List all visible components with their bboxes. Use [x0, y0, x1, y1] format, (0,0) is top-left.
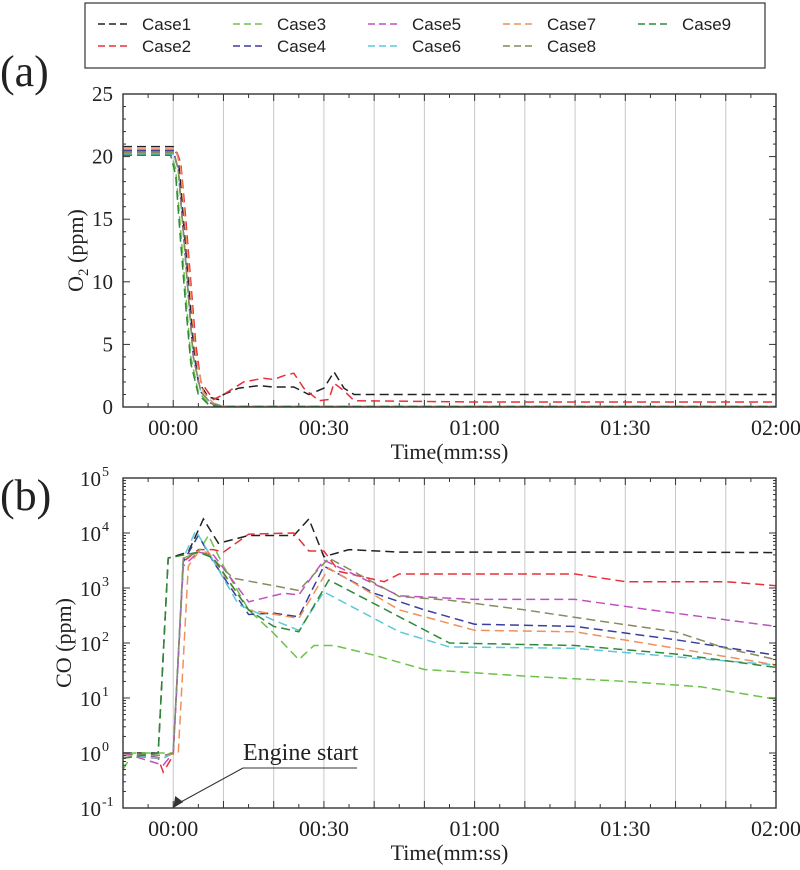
y-tick-label: 10	[80, 467, 101, 491]
legend-label-case5: Case5	[412, 15, 461, 34]
y-tick-label: 25	[92, 82, 113, 106]
x-tick-label: 01:30	[600, 816, 650, 841]
y-axis-title-unit: (ppm)	[63, 209, 88, 268]
x-tick-label: 00:00	[148, 816, 198, 841]
legend-label-case4: Case4	[277, 37, 326, 56]
series-line-case1	[123, 145, 776, 401]
legend-label-case9: Case9	[682, 15, 731, 34]
x-tick-label: 02:00	[751, 415, 800, 440]
series-line-case4	[123, 149, 776, 408]
y-tick-base: 10	[80, 632, 101, 656]
series-line-case8	[123, 152, 776, 408]
legend-label-case6: Case6	[412, 37, 461, 56]
series-line-case2	[122, 532, 777, 774]
y-tick-label: 10	[80, 632, 101, 656]
x-tick-label: 01:30	[600, 415, 650, 440]
y-tick-exponent: 5	[102, 465, 109, 480]
y-axis-title-main: O	[63, 276, 88, 292]
series-line-case4	[122, 533, 777, 760]
series-line-case2	[123, 148, 776, 403]
y-tick-base: 10	[80, 742, 101, 766]
legend-box	[84, 2, 766, 69]
series-line-case9	[122, 551, 777, 760]
annotation-arrowhead	[173, 796, 184, 808]
y-tick-exponent: 2	[102, 630, 109, 645]
legend-label-case2: Case2	[142, 37, 191, 56]
x-tick-label: 02:00	[751, 816, 800, 841]
y-tick-label: 10	[92, 270, 113, 294]
y-tick-base: 10	[80, 467, 101, 491]
y-axis-title: CO (ppm)	[51, 598, 76, 688]
y-tick-base: 10	[80, 577, 101, 601]
panel-a-o2-chart: (a) 00:00 00:30 01:00 01:30 02:00 Time(mm:ss) 0…	[0, 47, 800, 464]
plot-frame	[122, 93, 777, 408]
panel-label: (a)	[0, 47, 49, 96]
annotation-leader-line	[176, 767, 244, 805]
series-line-case6	[123, 153, 776, 408]
y-axis-title-sub: 2	[76, 268, 92, 276]
legend-label-case3: Case3	[277, 15, 326, 34]
x-tick-label: 00:30	[299, 415, 349, 440]
y-tick-exponent: 1	[102, 685, 109, 700]
panel-b-co-chart: (b) 00:00 00:30 01:00 01:30 02:00 Time(mm:ss) 1…	[0, 465, 800, 865]
y-axis-title: O2 (ppm)	[63, 209, 92, 292]
y-tick-label: 0	[103, 395, 114, 419]
y-tick-label: 15	[92, 207, 113, 231]
series-line-case3	[123, 152, 776, 408]
series-line-case1	[123, 517, 777, 754]
series-line-case5	[123, 150, 776, 408]
x-tick-label: 00:00	[148, 415, 198, 440]
y-tick-label: 20	[92, 145, 113, 169]
x-tick-label: 00:30	[299, 816, 349, 841]
y-tick-base: 10	[80, 797, 101, 821]
legend: Case1 Case2 Case3 Case4 Case5 Case6 Case7 Case8…	[84, 2, 766, 69]
series-line-case7	[123, 551, 777, 757]
legend-label-case7: Case7	[547, 15, 596, 34]
y-tick-label: 10	[80, 797, 101, 821]
x-axis-title: Time(mm:ss)	[391, 840, 509, 865]
series-line-case3	[122, 533, 777, 770]
y-tick-label: 10	[80, 742, 101, 766]
panel-label: (b)	[0, 471, 51, 520]
y-tick-label: 10	[80, 577, 101, 601]
y-tick-base: 10	[80, 687, 101, 711]
y-tick-exponent: 4	[102, 520, 109, 535]
series-line-case6	[122, 529, 777, 760]
annotation-engine-start: Engine start	[243, 740, 359, 766]
series-line-case9	[123, 154, 776, 408]
y-tick-base: 10	[80, 522, 101, 546]
series-line-case5	[122, 551, 777, 767]
y-tick-exponent: 0	[102, 740, 109, 755]
legend-label-case1: Case1	[142, 15, 191, 34]
y-tick-exponent: 3	[102, 575, 109, 590]
x-tick-label: 01:00	[450, 415, 500, 440]
x-tick-label: 01:00	[450, 816, 500, 841]
series-line-case7	[123, 148, 776, 408]
x-axis-title: Time(mm:ss)	[391, 439, 509, 464]
y-tick-label: 10	[80, 522, 101, 546]
y-tick-exponent: -1	[102, 795, 114, 810]
legend-label-case8: Case8	[547, 37, 596, 56]
y-tick-label: 5	[103, 332, 114, 356]
y-tick-label: 10	[80, 687, 101, 711]
